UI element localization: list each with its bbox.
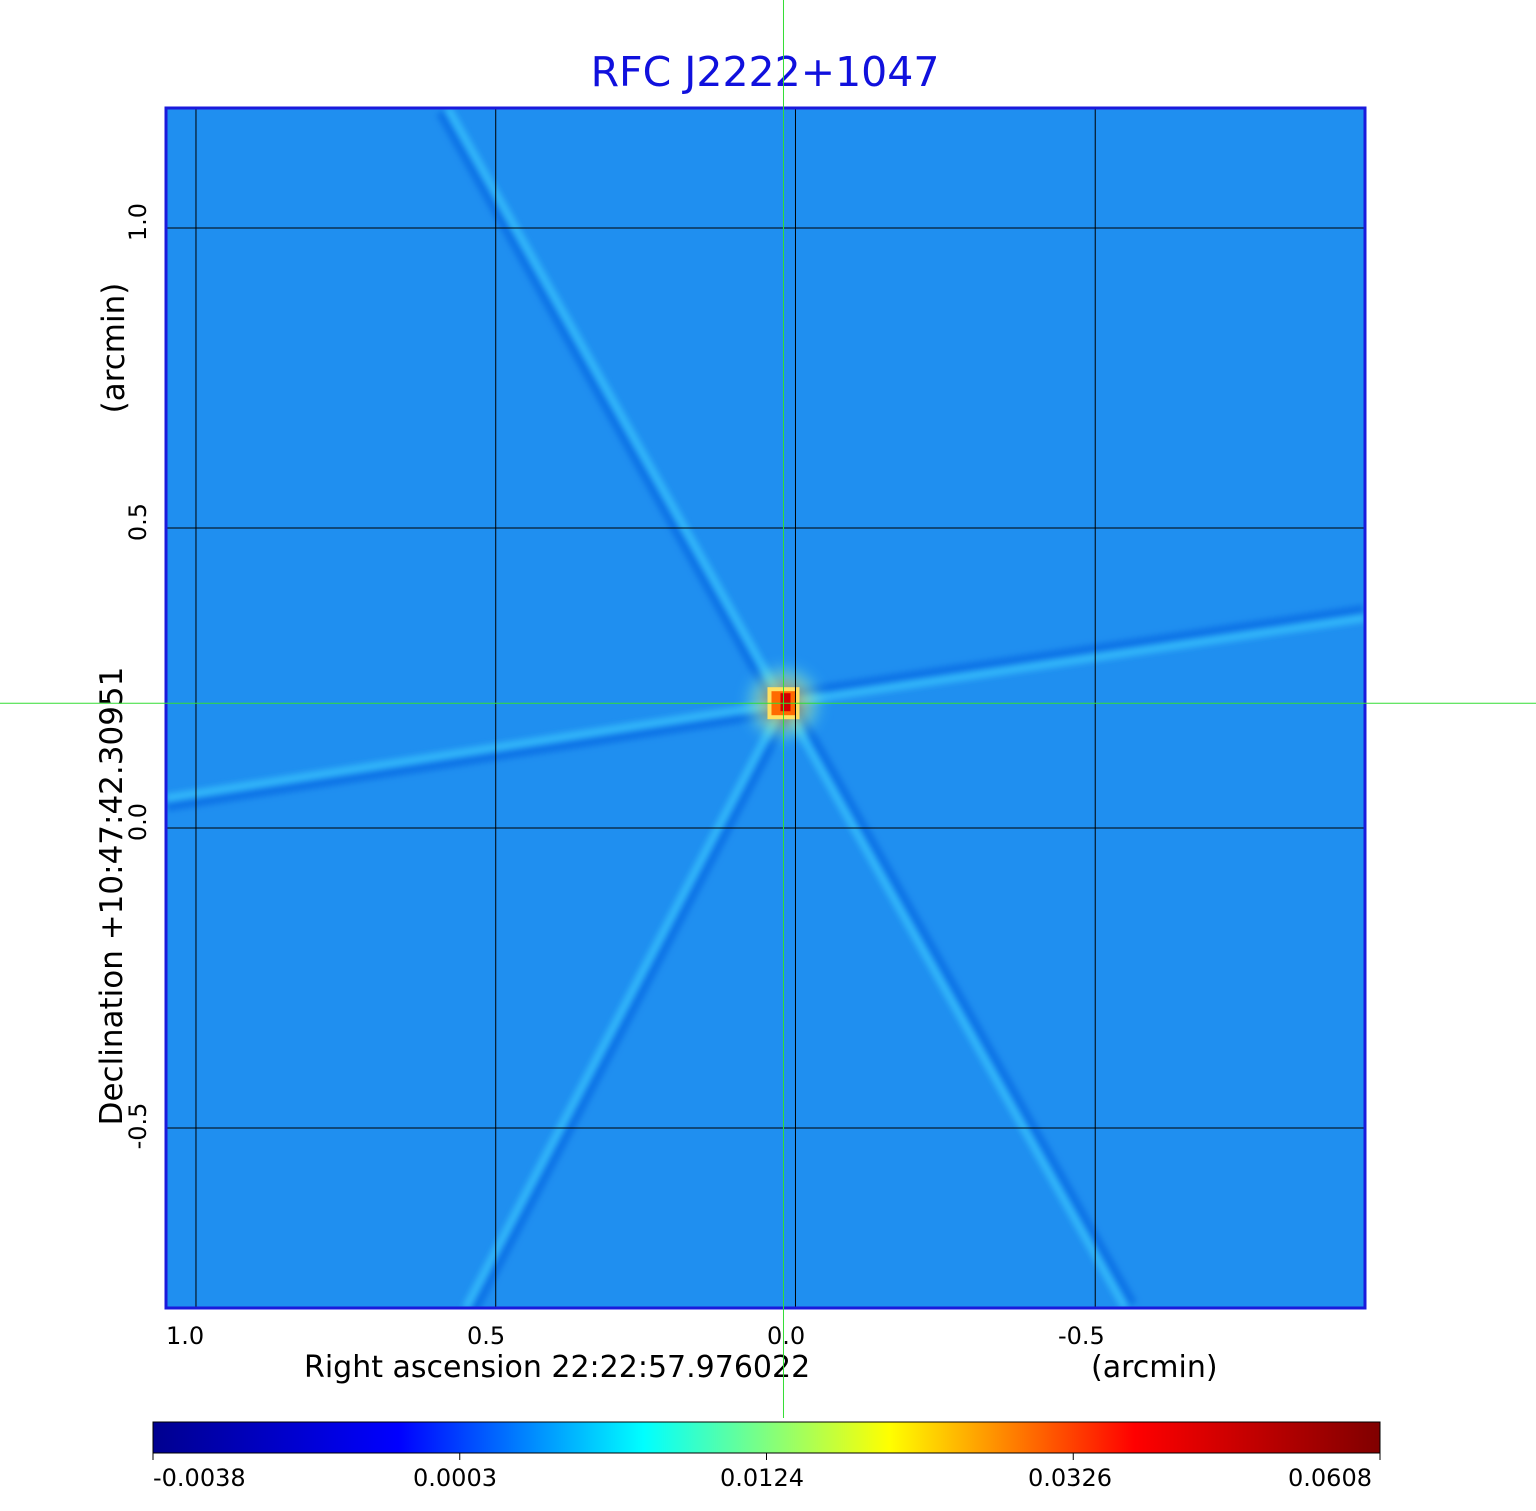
x-axis-label: Right ascension 22:22:57.976022: [304, 1350, 811, 1385]
y-axis-label: Declination +10:47:42.30951: [94, 666, 130, 1126]
x-tick-label: 0.5: [467, 1322, 506, 1350]
colorbar-tick-label: -0.0038: [153, 1464, 246, 1492]
streak-shadow: [166, 707, 786, 812]
streak: [462, 701, 788, 1308]
chart-title: RFC J2222+1047: [590, 48, 940, 96]
x-tick-label: 0.0: [767, 1322, 806, 1350]
streak-shadow: [781, 604, 1365, 699]
colorbar-tick-label: 0.0608: [1288, 1464, 1372, 1492]
streak: [444, 108, 787, 706]
y-tick-label: 0.5: [124, 502, 152, 542]
source-peak: [741, 661, 826, 746]
colorbar-tick-label: 0.0124: [720, 1464, 804, 1492]
streak-shadow: [787, 696, 1137, 1306]
peak-pixel-core: [780, 693, 791, 712]
colorbar-tick-label: 0.0326: [1028, 1464, 1112, 1492]
y-axis-unit: (arcmin): [96, 282, 132, 414]
x-tick-label: 1.0: [166, 1322, 205, 1350]
x-tick-label: -0.5: [1058, 1322, 1105, 1350]
streak: [166, 699, 785, 802]
streak-shadow: [470, 705, 796, 1308]
streak: [782, 614, 1365, 708]
y-tick-label: 1.0: [124, 202, 152, 242]
colorbar-tick-label: 0.0003: [413, 1464, 497, 1492]
coordinate-grid: [166, 108, 1365, 1308]
x-axis-unit: (arcmin): [1091, 1350, 1218, 1385]
map-frame: [164, 106, 1367, 1310]
streak: [780, 701, 1129, 1308]
